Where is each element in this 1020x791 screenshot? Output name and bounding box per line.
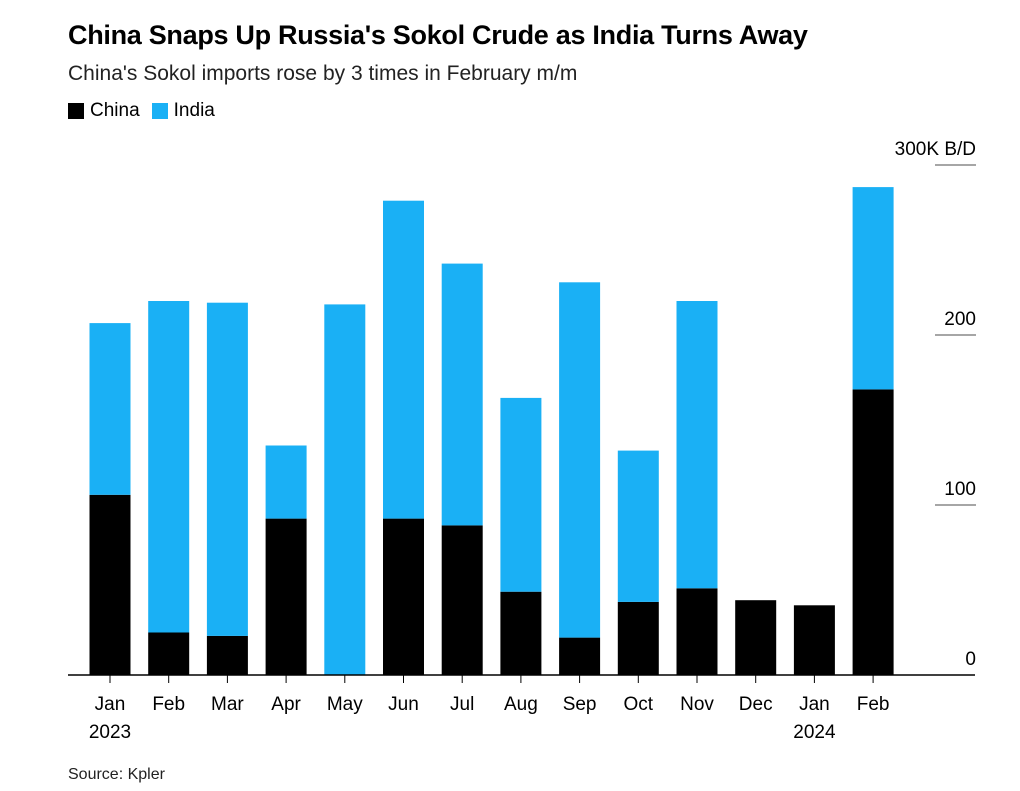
chart-subtitle: China's Sokol imports rose by 3 times in… bbox=[68, 62, 578, 85]
bar-india bbox=[265, 445, 307, 519]
y-tick-label: 300K B/D bbox=[895, 139, 976, 160]
legend-label-china: China bbox=[90, 100, 140, 121]
y-tick-label: 0 bbox=[965, 649, 976, 670]
bar-india bbox=[383, 200, 424, 519]
bar-india bbox=[324, 304, 366, 675]
bar-india bbox=[89, 323, 131, 495]
bar-china bbox=[265, 518, 307, 675]
bar-china bbox=[676, 588, 718, 675]
x-tick-label: Aug bbox=[504, 694, 538, 715]
y-tick-label: 100 bbox=[944, 479, 976, 500]
bar-india bbox=[617, 450, 659, 602]
bar-china bbox=[793, 605, 835, 675]
x-tick-label: Jan bbox=[799, 694, 830, 715]
x-tick-label: Feb bbox=[857, 694, 890, 715]
chart-title: China Snaps Up Russia's Sokol Crude as I… bbox=[68, 20, 808, 50]
bar-china bbox=[441, 525, 483, 675]
bar-china bbox=[852, 389, 894, 675]
x-tick-label: Feb bbox=[152, 694, 185, 715]
source-note: Source: Kpler bbox=[68, 766, 165, 783]
bar-china bbox=[617, 601, 659, 675]
bar-india bbox=[441, 263, 483, 526]
x-tick-label: Oct bbox=[624, 694, 654, 715]
bar-india bbox=[559, 282, 601, 638]
bar-india bbox=[852, 187, 894, 390]
y-tick-label: 200 bbox=[944, 309, 976, 330]
legend-swatch-india bbox=[151, 103, 168, 119]
bar-china bbox=[89, 494, 131, 675]
x-tick-label: Mar bbox=[211, 694, 244, 715]
bar-india bbox=[676, 301, 718, 589]
legend-item-china: China bbox=[68, 100, 140, 122]
x-tick-label: Dec bbox=[739, 694, 773, 715]
bar-china bbox=[735, 600, 777, 675]
x-year-label: 2023 bbox=[89, 722, 131, 743]
x-tick-label: Jan bbox=[95, 694, 126, 715]
bar-india bbox=[206, 302, 248, 636]
bar-india bbox=[500, 397, 542, 592]
x-year-label: 2024 bbox=[793, 722, 836, 743]
bar-china bbox=[383, 518, 424, 675]
bar-china bbox=[148, 632, 190, 675]
x-tick-label: Nov bbox=[680, 694, 714, 715]
bar-china bbox=[206, 635, 248, 675]
legend-item-india: India bbox=[151, 100, 215, 122]
legend: China India bbox=[68, 100, 227, 122]
bar-china bbox=[559, 637, 601, 675]
legend-swatch-china bbox=[68, 103, 84, 119]
x-tick-label: Apr bbox=[271, 694, 301, 715]
bar-india bbox=[148, 301, 190, 633]
legend-label-india: India bbox=[173, 100, 215, 121]
bar-china bbox=[500, 591, 542, 675]
x-tick-label: Jul bbox=[450, 694, 474, 715]
x-tick-label: Jun bbox=[388, 694, 419, 715]
x-tick-label: May bbox=[327, 694, 363, 715]
x-tick-label: Sep bbox=[563, 694, 597, 715]
